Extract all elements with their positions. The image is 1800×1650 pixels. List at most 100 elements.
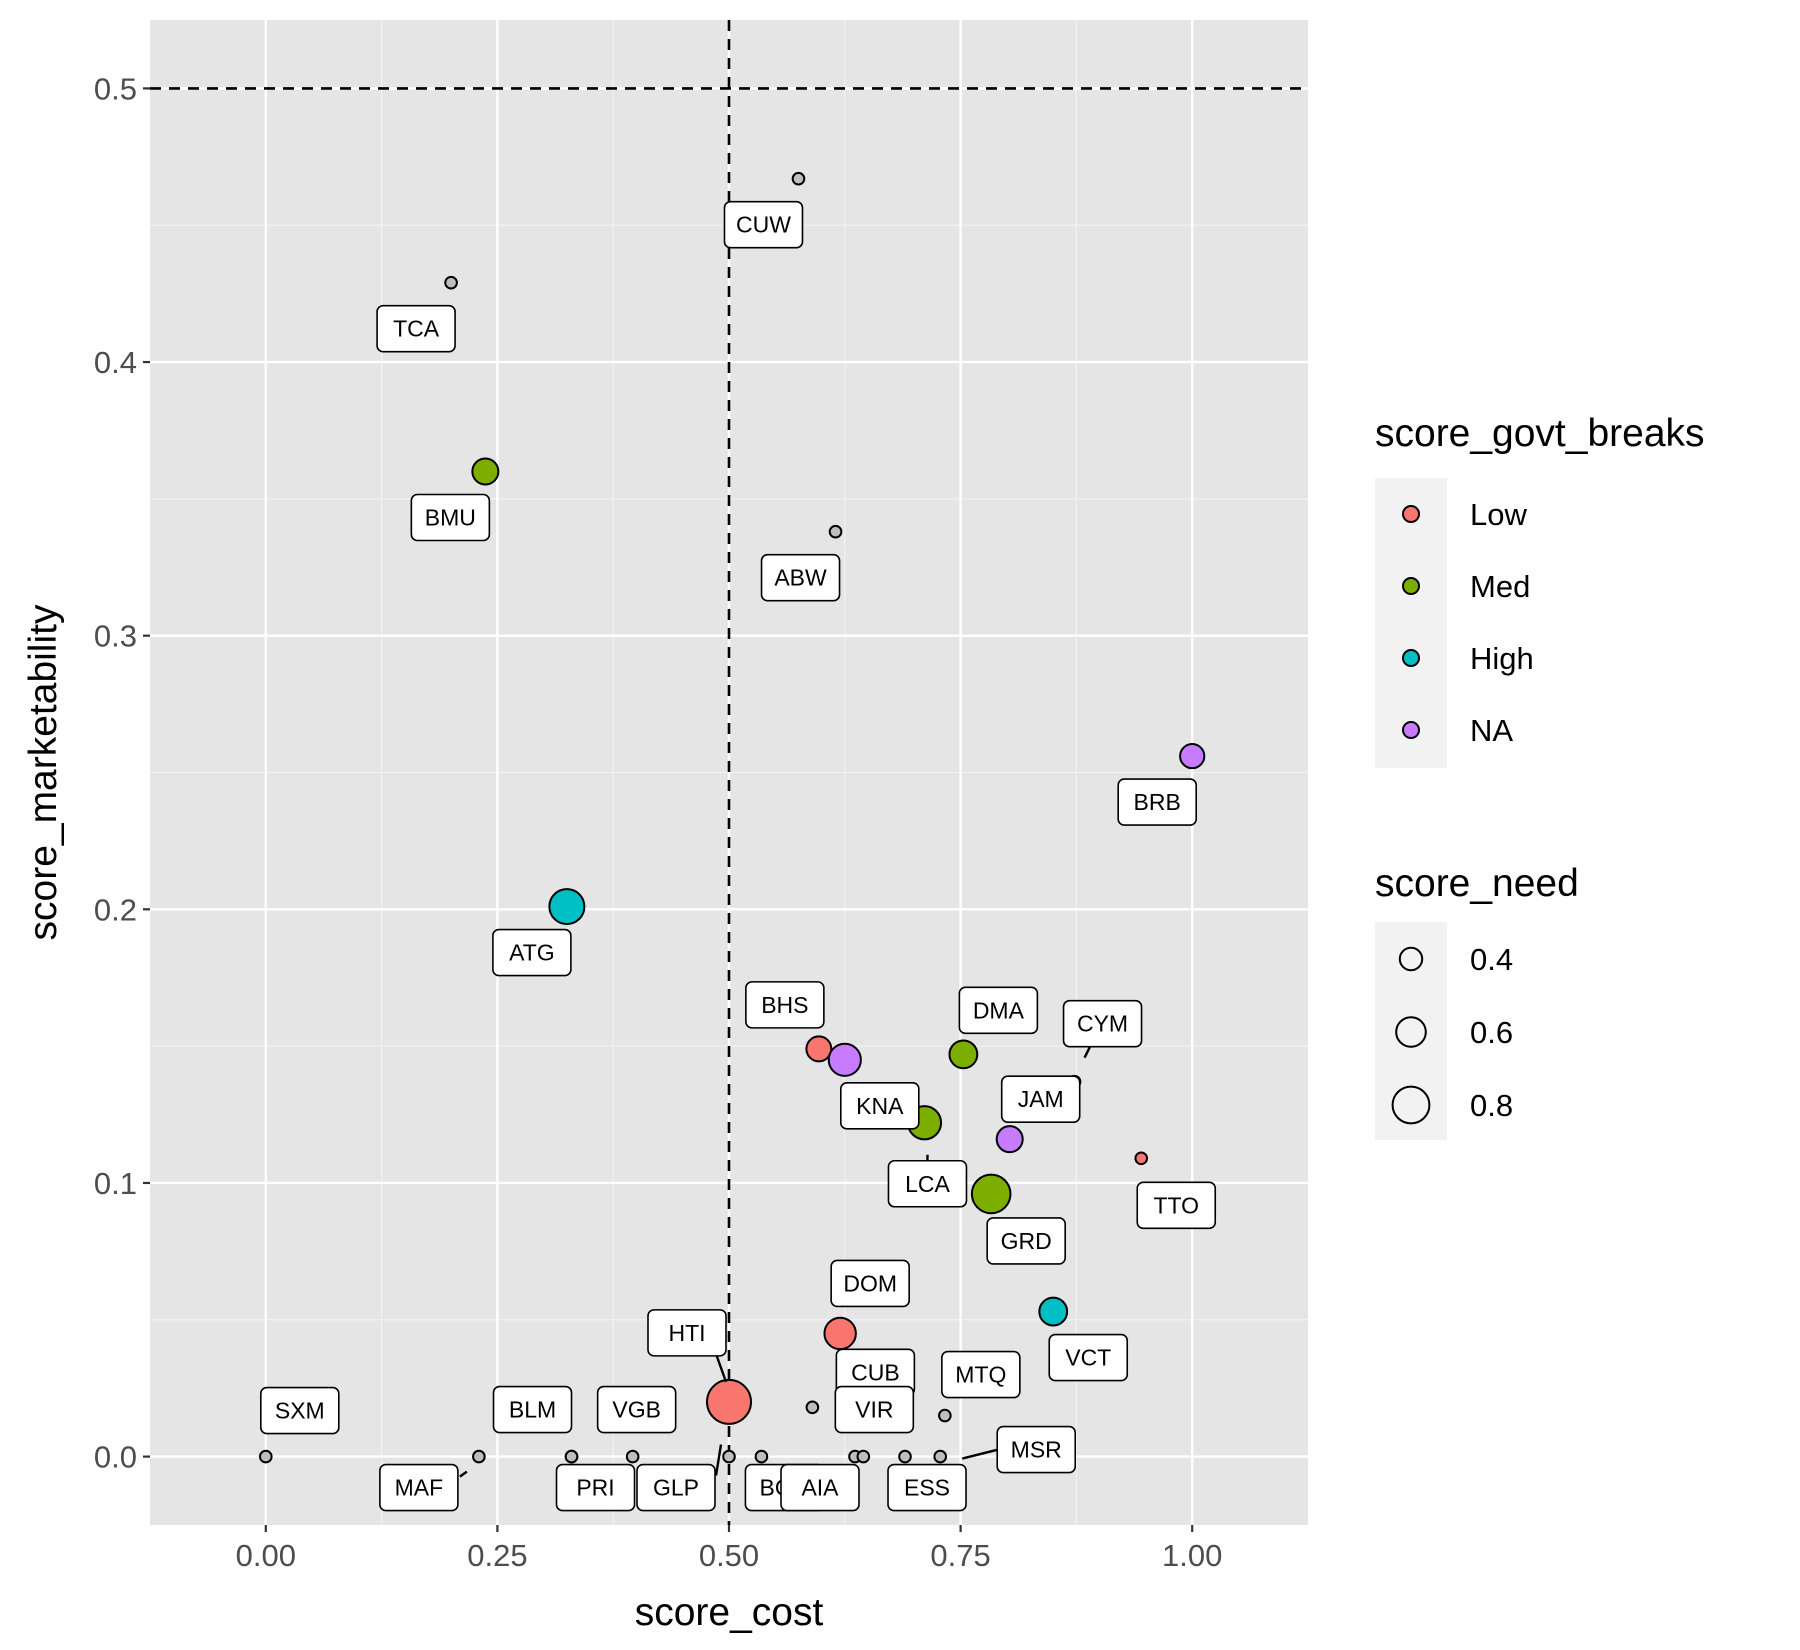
legend-key-high (1402, 649, 1420, 667)
point-label-tca: TCA (393, 316, 440, 342)
point-dom (823, 1316, 857, 1351)
point-mtq (938, 1408, 952, 1423)
point-label-cym: CYM (1077, 1011, 1128, 1037)
legend-key-na (1402, 721, 1420, 739)
legend-size-keys-bg (1375, 922, 1447, 1140)
point-label-vir: VIR (855, 1397, 893, 1423)
x-axis-title: score_cost (635, 1591, 824, 1634)
point-cuw (791, 171, 806, 186)
x-axis: 0.00 0.25 0.50 0.75 1.00 (236, 1525, 1222, 1573)
point-label-box-sxm (259, 1386, 340, 1435)
point-label-glp: GLP (653, 1475, 699, 1501)
point-label-box-bmu (410, 493, 491, 542)
point-label-sxm: SXM (275, 1398, 325, 1424)
point-label-dom: DOM (843, 1270, 897, 1296)
point-bhs (805, 1035, 833, 1063)
label-leader-hti (714, 1353, 728, 1383)
label-leader-maf (459, 1470, 468, 1478)
y-tick-label: 0.3 (94, 619, 137, 654)
legend-size-key (1391, 1085, 1431, 1125)
point-tca (444, 275, 458, 290)
point-label-box-kna (839, 1082, 920, 1130)
point-label-box-msr (996, 1425, 1077, 1474)
y-axis-title: score_marketability (22, 604, 65, 940)
point-label-abw: ABW (774, 565, 827, 591)
point-jam (995, 1125, 1024, 1154)
legend-label-low: Low (1470, 497, 1527, 532)
legend-size-key (1398, 946, 1424, 972)
point-label-brb: BRB (1134, 789, 1181, 815)
point-msr (933, 1449, 948, 1464)
legend-color: score_govt_breaks Low Med High NA (1375, 412, 1705, 768)
point-label-msr: MSR (1011, 1437, 1062, 1463)
y-tick-label: 0.1 (94, 1166, 137, 1201)
reference-lines (150, 20, 1308, 1525)
point-label-box-ess (887, 1463, 967, 1512)
y-axis: 0.0 0.1 0.2 0.3 0.4 0.5 (94, 71, 150, 1475)
point-label-ess: ESS (904, 1475, 950, 1501)
point-abw (828, 524, 843, 539)
point-maf (472, 1449, 486, 1464)
point-label-box-abw (760, 553, 841, 602)
point-label-pri: PRI (576, 1475, 614, 1501)
point-label-kna: KNA (856, 1093, 904, 1119)
legend-color-keys-bg (1375, 478, 1447, 768)
point-label-cub: CUB (851, 1359, 900, 1385)
legend-key-med (1402, 577, 1420, 595)
point-label-tto: TTO (1153, 1192, 1199, 1218)
point-label-box-vgb (596, 1385, 677, 1434)
point-hti (706, 1378, 752, 1425)
point-label-bhs: BHS (761, 992, 808, 1018)
labels-layer: CUW TCA BMU ABW BRB ATG BHS KNA DMA CYM LCA JAM TTO G… (259, 200, 1217, 1512)
point-label-bmu: BMU (425, 505, 476, 531)
point-label-atg: ATG (509, 940, 555, 966)
legend-size-label: 0.6 (1470, 1015, 1513, 1050)
legend-size-label: 0.8 (1470, 1088, 1513, 1123)
label-leader-msr (961, 1448, 999, 1460)
point-label-box-pri (555, 1463, 636, 1512)
point-label-dma: DMA (973, 997, 1025, 1023)
legend-size-label: 0.4 (1470, 942, 1513, 977)
point-label-vct: VCT (1065, 1345, 1111, 1371)
point-label-hti: HTI (668, 1320, 705, 1346)
point-label-box-atg (492, 928, 572, 977)
point-label-mtq: MTQ (955, 1362, 1006, 1388)
label-leader-glp (714, 1444, 723, 1476)
point-kna (827, 1042, 862, 1077)
point-label-box-brb (1117, 778, 1197, 826)
point-vir (856, 1449, 871, 1464)
legend-color-title: score_govt_breaks (1375, 412, 1705, 455)
legend-label-na: NA (1470, 713, 1513, 748)
point-label-box-dma (958, 986, 1039, 1035)
point-glp (722, 1449, 736, 1464)
point-ess (898, 1449, 912, 1464)
legend-key-low (1402, 505, 1420, 523)
point-label-box-bhs (745, 981, 825, 1029)
point-label-maf: MAF (395, 1475, 444, 1501)
legend-size: score_need 0.4 0.6 0.8 (1375, 862, 1579, 1140)
point-label-jam: JAM (1018, 1086, 1064, 1112)
point-atg (548, 888, 586, 926)
point-label-box-maf (379, 1463, 459, 1512)
legend-label-high: High (1470, 641, 1534, 676)
point-label-lca: LCA (905, 1171, 950, 1197)
point-label-box-mtq (941, 1350, 1021, 1399)
point-bon (754, 1449, 769, 1464)
point-label-box-vct (1048, 1333, 1129, 1382)
point-label-vgb: VGB (612, 1397, 661, 1423)
y-tick-label: 0.5 (94, 71, 137, 106)
point-label-box-tto (1136, 1181, 1217, 1230)
point-label-grd: GRD (1001, 1228, 1052, 1254)
point-label-blm: BLM (509, 1397, 556, 1423)
point-label-cuw: CUW (736, 212, 791, 238)
y-tick-label: 0.2 (94, 892, 137, 927)
point-dma (948, 1039, 979, 1070)
point-label-box-cym (1062, 999, 1143, 1048)
point-bmu (471, 457, 500, 486)
point-label-box-dom (830, 1259, 910, 1308)
point-label-aia: AIA (801, 1475, 839, 1501)
point-grd (970, 1173, 1012, 1215)
point-sxm (259, 1449, 273, 1464)
point-label-box-glp (636, 1463, 716, 1512)
